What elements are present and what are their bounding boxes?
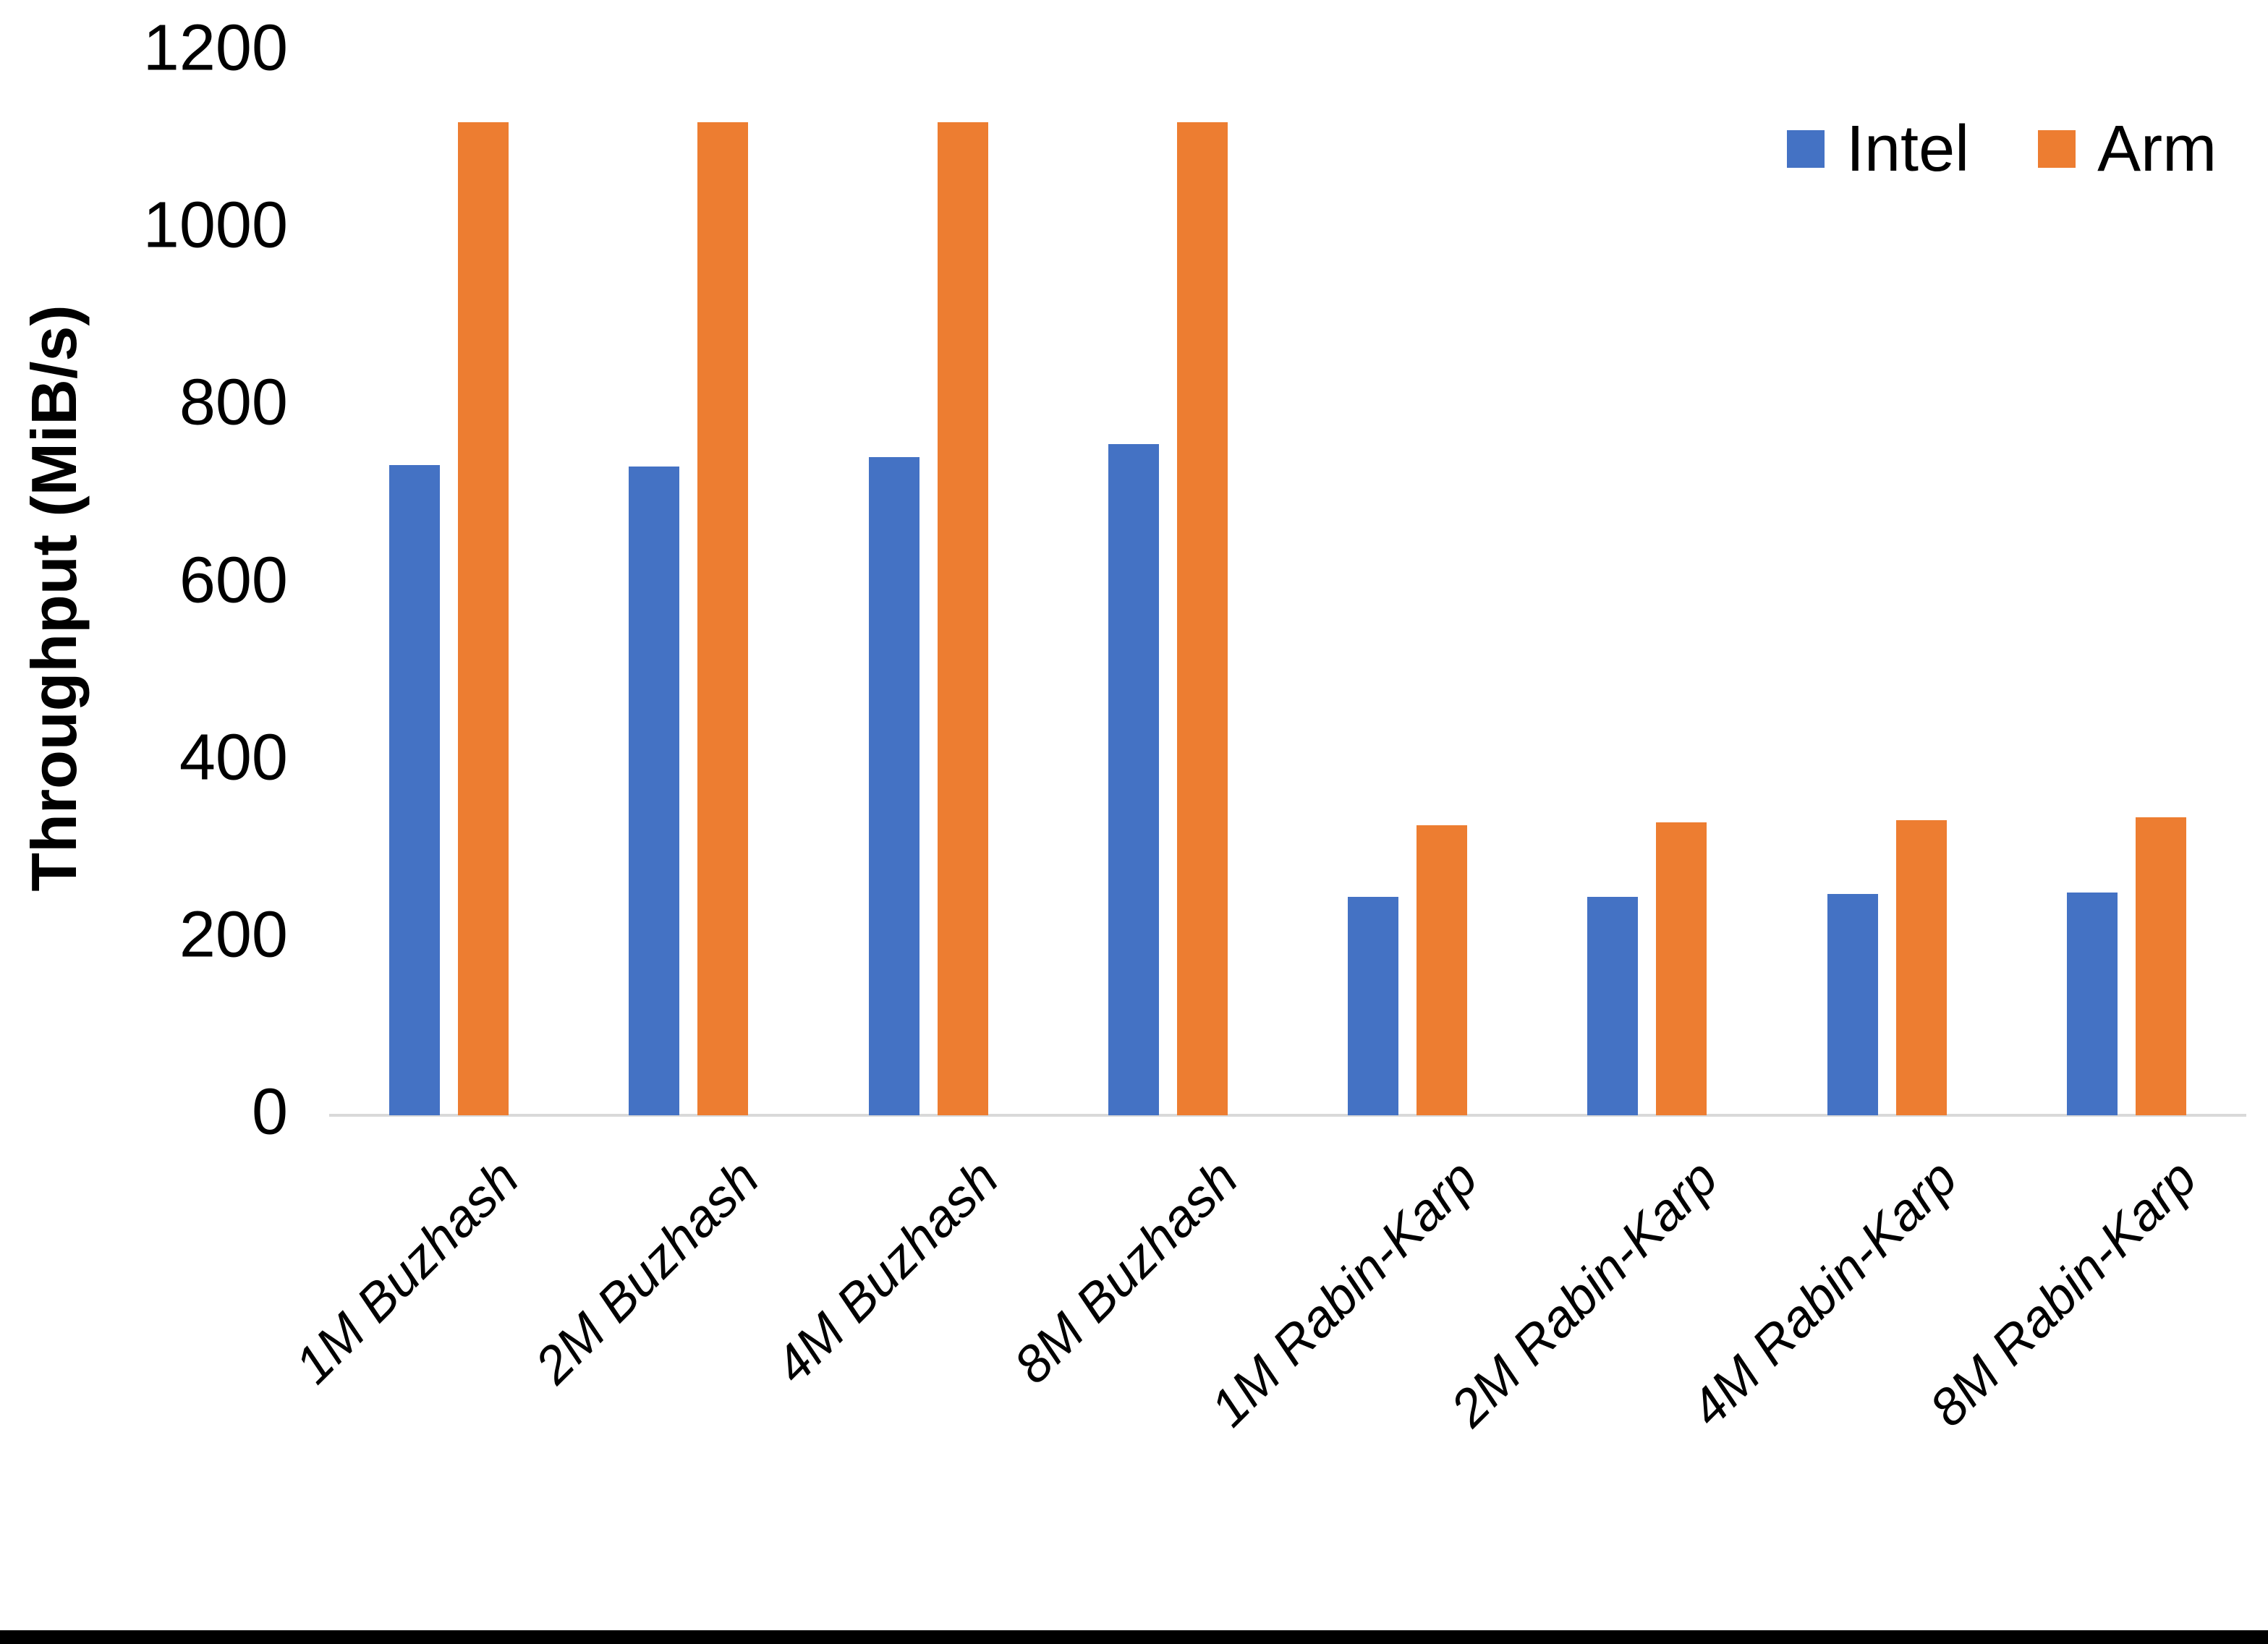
- bar-arm: [937, 122, 988, 1115]
- legend: Intel Arm: [1787, 113, 2217, 185]
- bottom-border: [0, 1630, 2268, 1644]
- x-axis-category-label: 4M Buzhash: [763, 1149, 1010, 1395]
- bar-intel: [1587, 897, 1639, 1115]
- y-axis-tick-label: 400: [179, 721, 288, 794]
- bar-arm: [1656, 822, 1707, 1115]
- bar-intel: [629, 466, 680, 1115]
- x-axis-category-label: 2M Buzhash: [524, 1149, 770, 1395]
- bar-intel: [1108, 444, 1159, 1115]
- bar-intel: [2066, 893, 2118, 1115]
- legend-label-intel: Intel: [1846, 113, 1970, 185]
- bar-intel: [1348, 897, 1399, 1115]
- bar-intel: [1827, 893, 1878, 1115]
- bar-arm: [697, 122, 749, 1115]
- legend-swatch-intel-icon: [1787, 130, 1825, 168]
- y-axis-tick-label: 800: [179, 366, 288, 439]
- y-axis-tick-label: 600: [179, 543, 288, 616]
- bar-arm: [1895, 819, 1947, 1115]
- bar-arm: [2135, 817, 2186, 1115]
- y-axis-tick-label: 0: [251, 1076, 288, 1149]
- x-axis-category-label: 8M Buzhash: [1003, 1149, 1249, 1395]
- bar-arm: [458, 122, 509, 1115]
- bar-intel: [389, 465, 441, 1115]
- bar-arm: [1417, 825, 1468, 1115]
- x-axis-line: [329, 1114, 2246, 1117]
- bar-intel: [868, 457, 919, 1115]
- legend-label-arm: Arm: [2097, 113, 2217, 185]
- y-axis-tick-label: 1200: [143, 12, 288, 85]
- bar-arm: [1176, 122, 1228, 1115]
- y-axis-tick-label: 200: [179, 898, 288, 971]
- y-axis-tick-label: 1000: [143, 189, 288, 262]
- legend-swatch-arm-icon: [2038, 130, 2076, 168]
- x-axis-category-label: 1M Buzhash: [284, 1149, 530, 1395]
